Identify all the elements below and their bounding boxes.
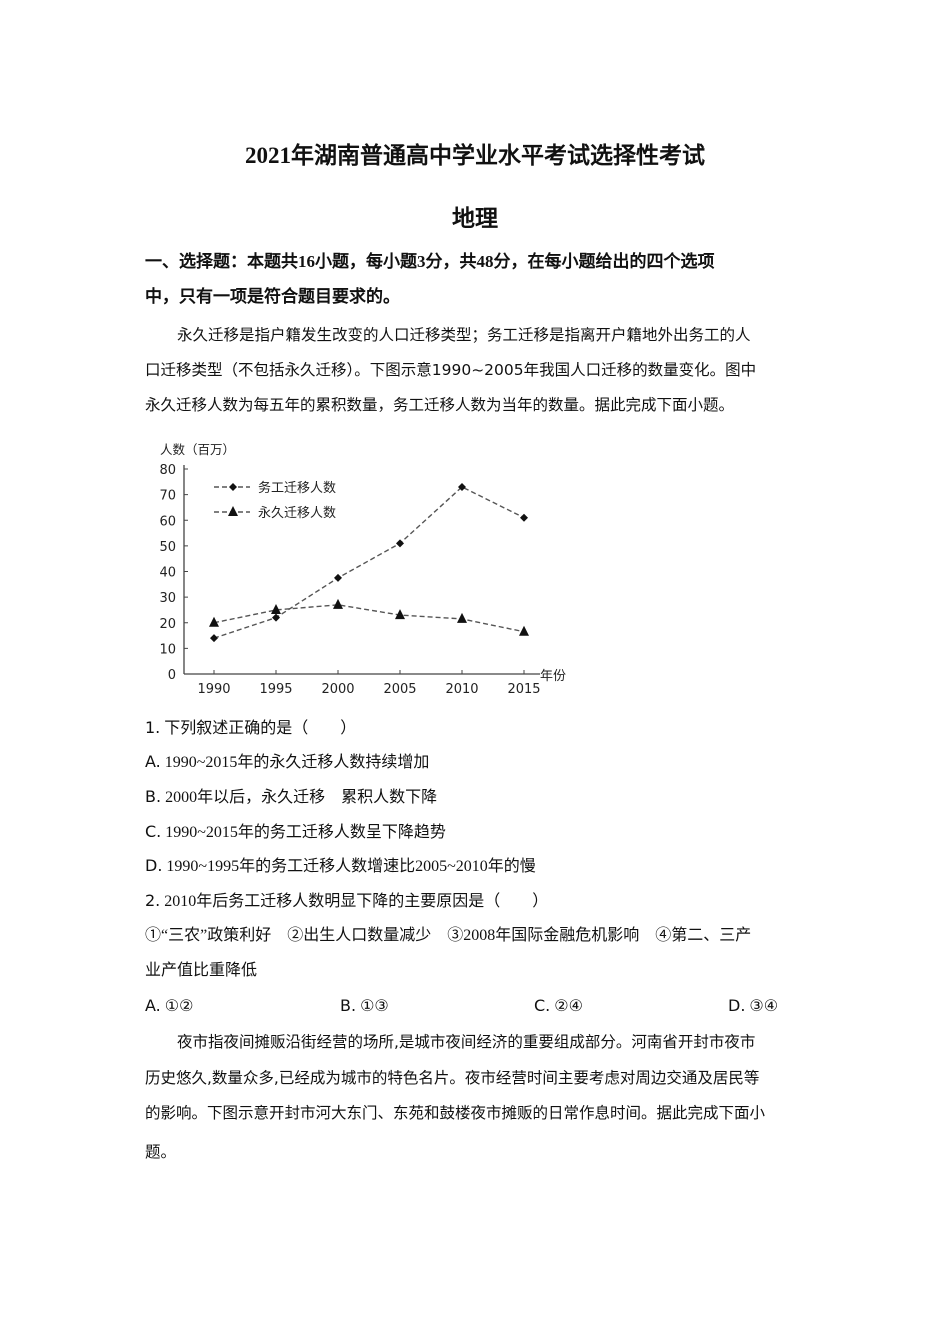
q2-stem-text: 2010年后务工迁移人数明显下降的主要原因是（ ）	[164, 893, 549, 910]
q1-number: 1.	[145, 718, 161, 737]
option-text: 1990~2015年的务工迁移人数呈下降趋势	[165, 824, 446, 841]
y-tick-label: 80	[159, 463, 176, 478]
q2-option-d: D. ③④	[728, 996, 778, 1016]
y-tick-label: 0	[168, 668, 176, 683]
option-text: 2000年以后，永久迁移 累积人数下降	[165, 789, 438, 806]
x-tick-label: 1990	[197, 682, 230, 697]
option-text: ②④	[554, 998, 583, 1015]
passage1-line2: 口迁移类型（不包括永久迁移）。下图示意1990~2005年我国人口迁移的数量变化…	[145, 361, 757, 379]
option-letter: D.	[728, 996, 746, 1015]
option-letter: A.	[145, 996, 161, 1015]
option-text: 1990~2015年的永久迁移人数持续增加	[164, 754, 430, 771]
q2-number: 2.	[145, 891, 161, 910]
diamond-point	[272, 613, 280, 622]
triangle-point	[333, 598, 343, 609]
y-axis-label: 人数（百万）	[160, 442, 235, 457]
y-tick-label: 10	[159, 642, 176, 657]
q1-stem-text: 下列叙述正确的是（ ）	[164, 720, 357, 737]
q2-items-line2: 业产值比重降低	[145, 962, 258, 979]
q1-option-a: A. 1990~2015年的永久迁移人数持续增加	[145, 752, 429, 773]
y-tick-label: 40	[159, 566, 176, 581]
option-letter: A.	[145, 752, 161, 771]
passage2-line4: 题。	[145, 1143, 177, 1161]
diamond-point	[396, 539, 404, 548]
x-tick-label: 2015	[507, 682, 540, 697]
q2-option-b: B. ①③	[340, 996, 389, 1016]
passage1-line3: 永久迁移人数为每五年的累积数量，务工迁移人数为当年的数量。据此完成下面小题。	[145, 396, 735, 414]
q2-option-c: C. ②④	[534, 996, 583, 1016]
exam-title: 2021年湖南普通高中学业水平考试选择性考试	[245, 143, 705, 168]
triangle-point	[457, 612, 467, 623]
y-tick-label: 20	[159, 617, 176, 632]
q1-option-c: C. 1990~2015年的务工迁移人数呈下降趋势	[145, 822, 446, 843]
option-text: ①③	[360, 998, 389, 1015]
option-letter: C.	[534, 996, 551, 1015]
option-letter: C.	[145, 822, 162, 841]
migration-line-chart: 人数（百万） 年份 0 10 20 30 40 50 60 70 80 1990 1995 2000 200…	[159, 442, 566, 697]
diamond-point	[210, 634, 218, 643]
legend-label: 务工迁移人数	[258, 480, 336, 496]
legend-label: 永久迁移人数	[258, 506, 336, 521]
option-text: ③④	[749, 998, 779, 1015]
q1-option-b: B. 2000年以后，永久迁移 累积人数下降	[145, 787, 437, 808]
legend-triangle-icon	[228, 506, 238, 516]
q2-option-a: A. ①②	[145, 996, 193, 1016]
x-tick-label: 2005	[383, 682, 416, 697]
q1-stem: 1. 下列叙述正确的是（ ）	[145, 718, 356, 739]
passage2-line2: 历史悠久,数量众多,已经成为城市的特色名片。夜市经营时间主要考虑对周边交通及居民…	[145, 1069, 760, 1087]
diamond-point	[458, 482, 466, 491]
section-heading-line1: 一、选择题：本题共16小题，每小题3分，共48分，在每小题给出的四个选项	[145, 252, 715, 271]
triangle-point	[519, 625, 529, 636]
series-line-triangle	[213, 604, 525, 633]
y-tick-label: 60	[159, 514, 176, 529]
q2-items-line1: ①“三农”政策利好 ②出生人口数量减少 ③2008年国际金融危机影响 ④第二、三…	[145, 927, 752, 944]
diamond-point	[520, 513, 528, 522]
x-axis-label: 年份	[540, 669, 566, 684]
passage2-line3: 的影响。下图示意开封市河大东门、东苑和鼓楼夜市摊贩的日常作息时间。据此完成下面小	[145, 1104, 766, 1122]
triangle-point	[395, 609, 405, 620]
q2-stem: 2. 2010年后务工迁移人数明显下降的主要原因是（ ）	[145, 891, 548, 912]
x-tick-label: 2000	[321, 682, 354, 697]
x-tick-label: 2010	[445, 682, 478, 697]
option-text: 1990~1995年的务工迁移人数增速比2005~2010年的慢	[166, 858, 536, 875]
subject-title: 地理	[452, 206, 498, 231]
passage2-line1: 夜市指夜间摊贩沿街经营的场所,是城市夜间经济的重要组成部分。河南省开封市夜市	[177, 1033, 756, 1051]
option-letter: B.	[340, 996, 357, 1015]
option-letter: B.	[145, 787, 162, 806]
diamond-point	[334, 573, 342, 582]
triangle-point	[271, 603, 281, 614]
series-line-diamond	[213, 486, 525, 639]
section-heading-line2: 中，只有一项是符合题目要求的。	[145, 287, 400, 306]
passage1-line1: 永久迁移是指户籍发生改变的人口迁移类型；务工迁移是指离开户籍地外出务工的人	[177, 326, 751, 344]
y-tick-label: 30	[159, 591, 176, 606]
option-text: ①②	[164, 998, 194, 1015]
x-tick-label: 1995	[259, 682, 292, 697]
option-letter: D.	[145, 856, 163, 875]
triangle-point	[209, 616, 219, 627]
y-tick-label: 50	[159, 540, 176, 555]
y-tick-label: 70	[159, 489, 176, 504]
legend-diamond-icon	[229, 483, 237, 491]
q1-option-d: D. 1990~1995年的务工迁移人数增速比2005~2010年的慢	[145, 856, 536, 877]
